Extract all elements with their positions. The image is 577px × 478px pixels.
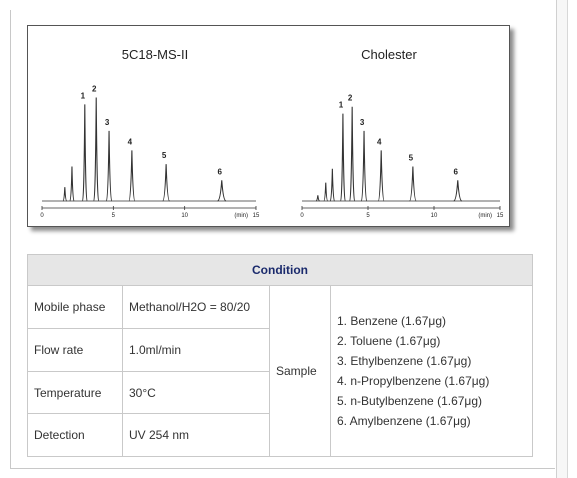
peak (62, 187, 68, 202)
peak-label: 1 (81, 91, 86, 100)
peak-label: 3 (360, 118, 365, 127)
condition-header: Condition (27, 253, 533, 287)
chart-title: 5C18-MS-II (122, 47, 188, 62)
peak (408, 166, 417, 202)
list-item: 1. Benzene (1.67μg) (337, 314, 446, 329)
row-label: Flow rate (27, 328, 123, 372)
peak (105, 130, 113, 202)
list-item: 3. Ethylbenzene (1.67μg) (337, 354, 472, 369)
row-value: 1.0ml/min (122, 328, 270, 372)
table-row: Temperature 30°C (27, 370, 533, 415)
row-label: Temperature (27, 370, 123, 415)
x-tick-label: 15 (497, 213, 504, 219)
peak (128, 150, 136, 202)
x-tick-label: 0 (40, 213, 44, 219)
peak-label: 2 (348, 94, 353, 103)
row-label: Detection (27, 413, 123, 457)
peak-label: 1 (339, 101, 344, 110)
peak (377, 150, 385, 202)
peak (162, 164, 171, 202)
peak (315, 195, 320, 202)
sample-list-cell: 1. Benzene (1.67μg) 2. Toluene (1.67μg) … (330, 285, 533, 457)
content-frame (10, 10, 555, 469)
peak-label: 2 (92, 85, 97, 94)
row-label: Mobile phase (27, 285, 123, 330)
row-value: 30°C (122, 370, 270, 415)
list-item: 5. n-Butylbenzene (1.67μg) (337, 394, 483, 409)
list-item: 4. n-Propylbenzene (1.67μg) (337, 374, 490, 389)
peak (340, 113, 346, 202)
chart-title: Cholester (361, 47, 417, 62)
peak-label: 6 (218, 167, 223, 176)
x-unit-label: (min) (478, 213, 492, 219)
peak (93, 97, 100, 202)
list-item: 6. Amylbenzene (1.67μg) (337, 414, 471, 429)
peak (323, 182, 329, 202)
table-row: Detection UV 254 nm (27, 413, 533, 457)
chromatogram-figure: 5C18-MS-II 0 5 10 15 (min) 1 2 3 4 5 6 Cholester 0 5 10… (27, 25, 510, 227)
peak (349, 106, 356, 202)
x-tick-label: 0 (300, 213, 304, 219)
peak-label: 6 (454, 167, 459, 176)
row-value: Methanol/H2O = 80/20 (122, 285, 270, 330)
peak (453, 180, 463, 202)
scrollbar-track[interactable] (556, 0, 568, 478)
x-tick-label: 10 (181, 213, 188, 219)
peak-label: 5 (409, 154, 414, 163)
peak (329, 168, 335, 202)
condition-table: Condition Mobile phase Methanol/H2O = 80… (27, 253, 533, 457)
x-tick-label: 5 (112, 213, 116, 219)
peak (217, 180, 227, 202)
row-value: UV 254 nm (122, 413, 270, 457)
table-row: Mobile phase Methanol/H2O = 80/20 Sample… (27, 285, 533, 457)
peak-label: 5 (162, 151, 167, 160)
peak (360, 130, 368, 202)
x-unit-label: (min) (234, 213, 248, 219)
list-item: 2. Toluene (1.67μg) (337, 334, 441, 349)
peak-label: 4 (128, 137, 133, 146)
x-tick-label: 10 (431, 213, 438, 219)
x-tick-label: 5 (366, 213, 370, 219)
peak (69, 166, 75, 202)
x-tick-label: 15 (253, 213, 260, 219)
peak-label: 4 (377, 137, 382, 146)
sample-label: Sample (269, 285, 331, 457)
peak (82, 104, 88, 202)
sample-list: 1. Benzene (1.67μg) 2. Toluene (1.67μg) … (337, 311, 526, 431)
peak-label: 3 (105, 118, 110, 127)
